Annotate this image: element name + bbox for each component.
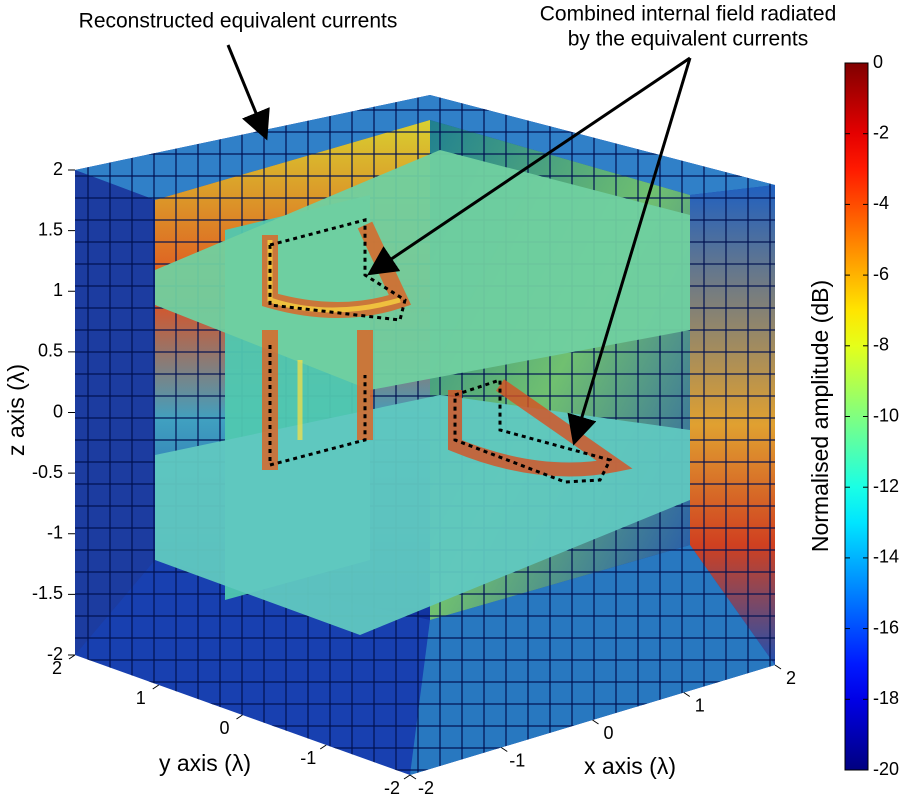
annotation-arrows: [226, 44, 692, 446]
y-tick-label: 1: [136, 688, 146, 708]
y-tick-label: 2: [52, 658, 62, 678]
y-tick-label: 0: [219, 718, 229, 738]
annotation: Reconstructed equivalent currents: [79, 10, 398, 33]
colorbar-tick-label: -10: [873, 405, 899, 425]
z-tick-label: -1: [47, 523, 63, 543]
colorbar-tick-label: -12: [873, 476, 899, 496]
y-tick-label: -2: [384, 778, 400, 798]
y-tick: [403, 774, 411, 780]
x-tick-label: 2: [786, 668, 796, 688]
colorbar-tick-label: -2: [873, 122, 889, 142]
field-slices: [155, 150, 690, 635]
y-tick: [236, 714, 243, 720]
colorbar-label: Normalised amplitude (dB): [807, 280, 833, 552]
x-tick: [774, 664, 782, 670]
colorbar-tick-label: 0: [873, 52, 883, 72]
colorbar-tick-label: -16: [873, 617, 899, 637]
y-tick: [68, 654, 76, 660]
x-tick-label: -2: [418, 778, 434, 798]
colorbar-tick-label: -8: [873, 335, 889, 355]
x-tick-label: 1: [695, 695, 705, 715]
colorbar: 0 -2 -4 -6 -8 -10 -12 -14 -16 -18 -20: [844, 52, 899, 779]
colorbar-tick-label: -4: [873, 193, 889, 213]
z-axis-label: z axis (λ): [3, 364, 29, 456]
z-tick-label: 0.5: [38, 341, 63, 361]
colorbar-tick-label: -14: [873, 547, 899, 567]
y-tick-label: -1: [300, 748, 316, 768]
z-tick-label: -2: [47, 644, 63, 664]
z-tick-label: 1: [53, 280, 63, 300]
y-tick: [152, 684, 160, 690]
x-tick: [683, 692, 691, 697]
x-tick: [500, 747, 508, 752]
x-tick: [409, 774, 417, 780]
x-tick-label: -1: [509, 750, 525, 770]
y-axis-label: y axis (λ): [159, 750, 251, 776]
colorbar-tick-label: -6: [873, 264, 889, 284]
x-tick: [592, 719, 599, 725]
z-tick-label: 2: [53, 159, 63, 179]
z-tick-label: 1.5: [38, 219, 63, 239]
colorbar-tick-label: -20: [873, 759, 899, 779]
x-axis-label: x axis (λ): [584, 753, 676, 779]
z-tick-label: -0.5: [32, 462, 63, 482]
z-tick-label: -1.5: [32, 583, 63, 603]
y-tick: [319, 744, 327, 750]
annotation: by the equivalent currents: [568, 28, 808, 51]
annotation: Combined internal field radiated: [540, 3, 837, 26]
z-tick-label: 0: [53, 401, 63, 421]
x-tick-label: 0: [603, 723, 613, 743]
colorbar-tick-label: -18: [873, 688, 899, 708]
